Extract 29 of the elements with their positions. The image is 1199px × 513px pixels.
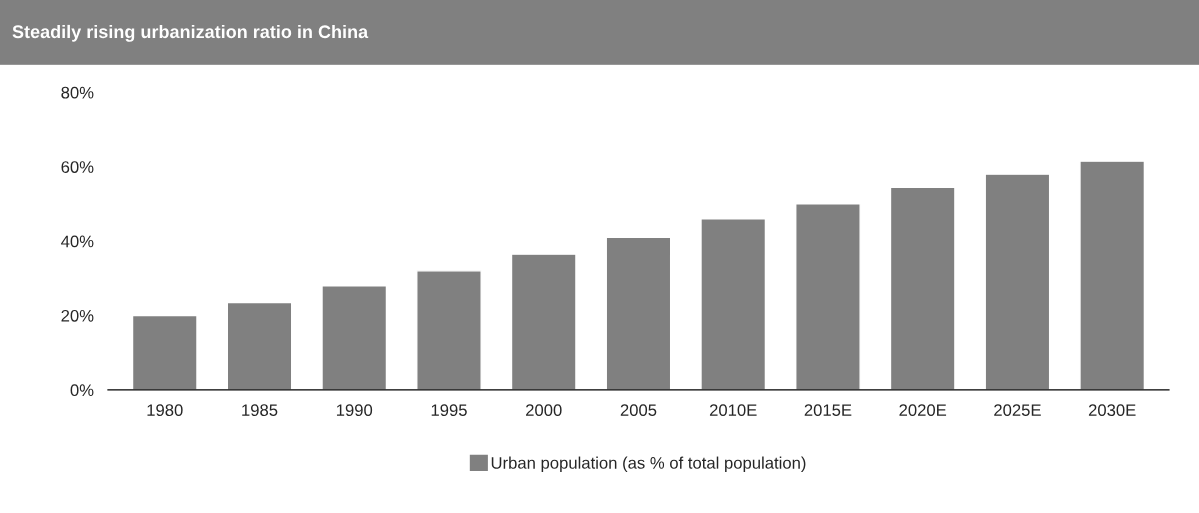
x-tick-label: 2015E bbox=[804, 404, 852, 417]
x-tick-label: 2020E bbox=[899, 404, 947, 417]
bar bbox=[605, 236, 672, 390]
y-tick-label: 60% bbox=[61, 161, 94, 173]
bar bbox=[416, 270, 482, 390]
x-tick-label: 2030E bbox=[1088, 404, 1136, 417]
x-tick-label: 2025E bbox=[994, 404, 1041, 417]
y-tick-label: 80% bbox=[61, 86, 94, 99]
bar bbox=[321, 285, 388, 390]
x-tick-label: 1985 bbox=[242, 404, 278, 417]
bar bbox=[226, 301, 293, 390]
bar bbox=[889, 186, 956, 390]
x-tick-label: 1995 bbox=[431, 404, 467, 417]
y-tick-label: 40% bbox=[61, 235, 94, 248]
bar bbox=[700, 218, 767, 390]
bar bbox=[795, 203, 861, 390]
bar bbox=[1079, 160, 1146, 390]
x-tick-label: 2005 bbox=[620, 404, 657, 417]
x-tick-label: 1980 bbox=[147, 404, 183, 417]
x-tick-label: 2010E bbox=[709, 404, 757, 417]
bar bbox=[984, 173, 1051, 390]
chart-title: Steadily rising urbanization ratio in China bbox=[12, 24, 369, 42]
y-tick-label: 0% bbox=[70, 384, 94, 397]
x-tick-label: 1990 bbox=[336, 404, 373, 417]
y-tick-label: 20% bbox=[61, 309, 94, 322]
bar bbox=[131, 314, 198, 390]
bar bbox=[510, 253, 577, 390]
x-tick-label: 2000 bbox=[526, 404, 562, 417]
legend-label: Urban population (as % of total population) bbox=[491, 456, 806, 473]
